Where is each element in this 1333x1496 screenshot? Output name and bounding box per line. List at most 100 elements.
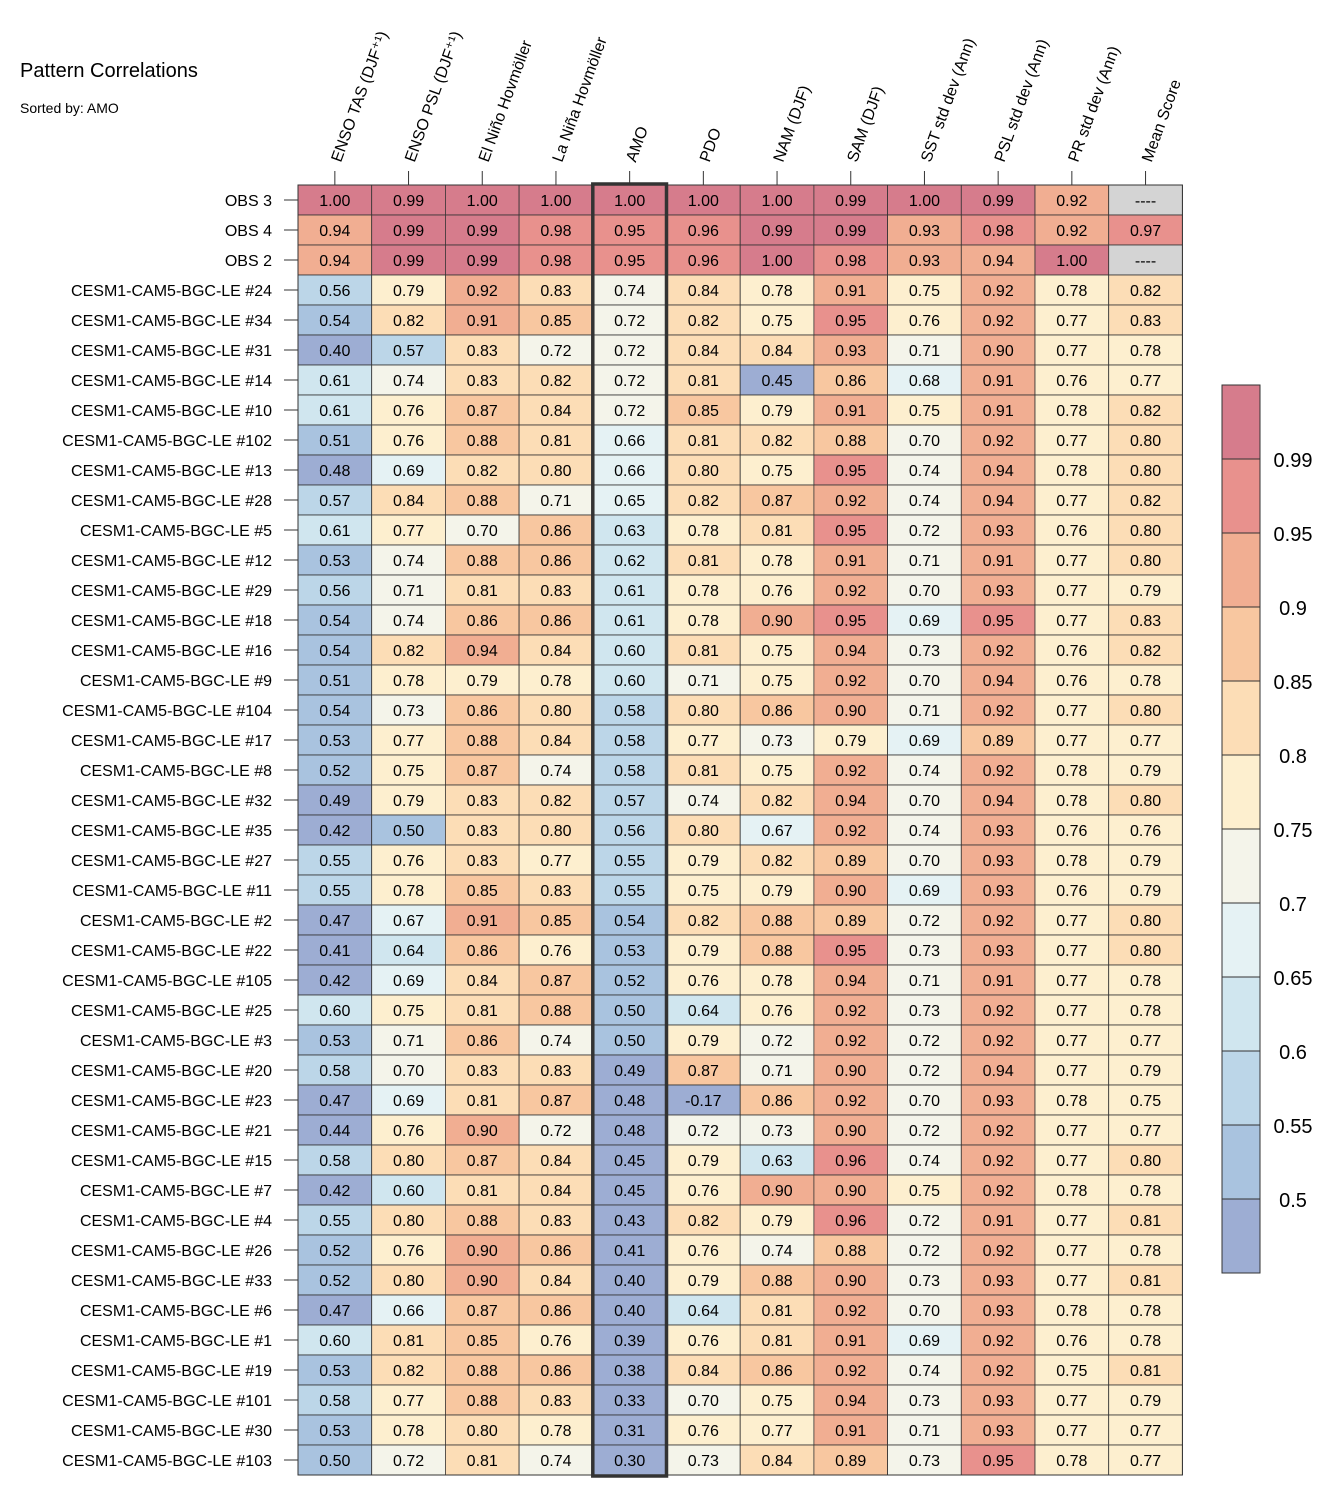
- cell-value-label: 0.95: [983, 1453, 1014, 1470]
- cell-value-label: 0.77: [393, 733, 424, 750]
- cell-value-label: 0.54: [319, 643, 350, 660]
- heatmap-cell: [813, 694, 889, 726]
- heatmap-cell: [444, 184, 520, 216]
- heatmap-cell: [518, 1054, 594, 1086]
- heatmap-cell: [1034, 1444, 1110, 1476]
- heatmap-cell: [592, 394, 667, 426]
- cell-value-label: 0.70: [909, 1093, 940, 1110]
- cell-value-label: 0.77: [1056, 943, 1087, 960]
- heatmap-cell: [371, 574, 446, 606]
- heatmap-cell: [887, 724, 962, 756]
- heatmap-cell: [592, 574, 667, 606]
- heatmap-cell: [444, 574, 520, 606]
- heatmap-cell: [960, 724, 1036, 756]
- cell-value-label: 0.58: [614, 703, 645, 720]
- cell-value-label: 0.61: [614, 613, 645, 630]
- cell-value-label: 0.71: [909, 343, 940, 360]
- cell-value-label: 0.82: [467, 463, 498, 480]
- heatmap-cell: [297, 214, 373, 246]
- cell-value-label: 0.76: [1130, 823, 1161, 840]
- heatmap-cell: [297, 1204, 373, 1236]
- heatmap-cell: [1108, 454, 1183, 486]
- cell-value-label: 0.31: [614, 1423, 645, 1440]
- row-label: CESM1-CAM5-BGC-LE #35: [71, 823, 272, 840]
- cell-value-label: 0.88: [467, 1213, 498, 1230]
- heatmap-cell: [1108, 1084, 1183, 1116]
- row-label: CESM1-CAM5-BGC-LE #1: [80, 1333, 272, 1350]
- cell-value-label: 0.90: [467, 1273, 498, 1290]
- cell-value-label: 0.84: [540, 733, 571, 750]
- cell-value-label: 0.76: [393, 853, 424, 870]
- cell-value-label: 0.92: [983, 1003, 1014, 1020]
- heatmap-cell: [960, 694, 1036, 726]
- colorbar-tick-label: 0.7: [1279, 894, 1307, 916]
- heatmap-cell: [739, 964, 815, 996]
- cell-value-label: 0.79: [688, 853, 719, 870]
- heatmap-cell: [739, 1144, 815, 1176]
- heatmap-cell: [960, 334, 1036, 366]
- cell-value-label: 0.86: [761, 1093, 792, 1110]
- heatmap-cell: [960, 664, 1036, 696]
- cell-value-label: 0.84: [688, 1363, 719, 1380]
- heatmap-cell: [444, 994, 520, 1026]
- cell-value-label: 1.00: [467, 193, 498, 210]
- heatmap-cell: [887, 844, 962, 876]
- cell-value-label: 0.91: [983, 403, 1014, 420]
- cell-value-label: 0.74: [688, 793, 719, 810]
- heatmap-cell: [813, 1324, 889, 1356]
- heatmap-cell: [813, 514, 889, 546]
- cell-value-label: 0.82: [393, 1363, 424, 1380]
- column-label: NAM (DJF): [771, 83, 814, 164]
- heatmap-cell: [518, 1414, 594, 1446]
- heatmap-cell: [592, 424, 667, 456]
- cell-value-label: 0.79: [1130, 853, 1161, 870]
- heatmap-cell: [960, 1024, 1036, 1056]
- cell-value-label: 0.88: [467, 553, 498, 570]
- cell-value-label: 0.82: [393, 313, 424, 330]
- cell-value-label: 0.73: [909, 643, 940, 660]
- heatmap-cell: [1108, 874, 1183, 906]
- cell-value-label: 0.99: [393, 193, 424, 210]
- cell-value-label: 0.80: [1130, 433, 1161, 450]
- heatmap-cell: [813, 844, 889, 876]
- cell-value-label: 0.78: [1056, 1183, 1087, 1200]
- cell-value-label: 0.79: [761, 1213, 792, 1230]
- colorbar-tick-label: 0.65: [1274, 968, 1313, 990]
- heatmap-cell: [518, 1084, 594, 1116]
- heatmap-cell: [1108, 664, 1183, 696]
- cell-value-label: 0.60: [614, 643, 645, 660]
- cell-value-label: 0.48: [319, 463, 350, 480]
- cell-value-label: 0.81: [688, 643, 719, 660]
- heatmap-cell: [887, 1144, 962, 1176]
- heatmap-cell: [1034, 1264, 1110, 1296]
- heatmap-cell: [887, 754, 962, 786]
- heatmap-cell: [371, 964, 446, 996]
- heatmap-cell: [592, 244, 667, 276]
- heatmap-cell: [1108, 214, 1183, 246]
- cell-value-label: 0.82: [761, 853, 792, 870]
- heatmap-cell: [739, 304, 815, 336]
- cell-value-label: 0.78: [1130, 1003, 1161, 1020]
- cell-value-label: 0.78: [761, 553, 792, 570]
- cell-value-label: 0.64: [688, 1303, 719, 1320]
- cell-value-label: 0.70: [909, 433, 940, 450]
- heatmap-cell: [887, 484, 962, 516]
- cell-value-label: 0.77: [1056, 703, 1087, 720]
- row-label: CESM1-CAM5-BGC-LE #14: [71, 373, 272, 390]
- row-label: OBS 3: [225, 193, 272, 210]
- row-label: CESM1-CAM5-BGC-LE #7: [80, 1183, 272, 1200]
- cell-value-label: 0.77: [1130, 733, 1161, 750]
- cell-value-label: 0.77: [761, 1423, 792, 1440]
- cell-value-label: 0.76: [393, 1123, 424, 1140]
- heatmap-cell: [739, 424, 815, 456]
- cell-value-label: 0.74: [540, 763, 571, 780]
- heatmap-cell: [887, 1174, 962, 1206]
- row-label: CESM1-CAM5-BGC-LE #5: [80, 523, 272, 540]
- heatmap-cell: [1108, 574, 1183, 606]
- cell-value-label: 0.53: [319, 553, 350, 570]
- row-label: CESM1-CAM5-BGC-LE #34: [71, 313, 272, 330]
- heatmap-cell: [887, 1294, 962, 1326]
- cell-value-label: 0.69: [909, 613, 940, 630]
- heatmap-cell: [444, 634, 520, 666]
- cell-value-label: 0.53: [614, 943, 645, 960]
